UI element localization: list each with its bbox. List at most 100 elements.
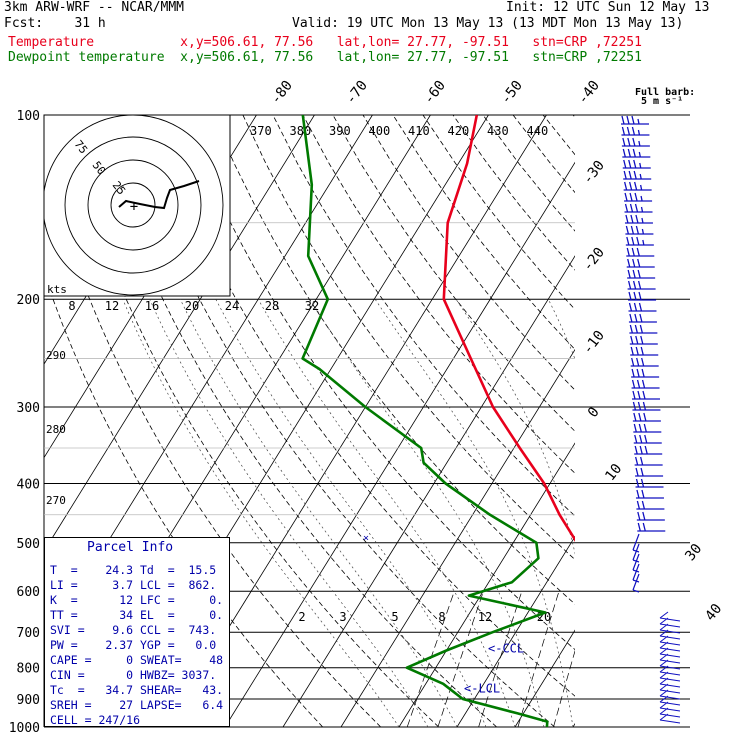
barb-legend-line2: 5 m s⁻¹: [641, 96, 683, 107]
wind-barb: [629, 335, 658, 345]
wind-barb: [631, 368, 660, 378]
moist-adiabat-line: [257, 299, 516, 727]
dry-adiabat-line: [603, 115, 740, 727]
wind-barb: [630, 346, 659, 356]
isotherm-label: 30: [682, 541, 705, 564]
wind-barb: [621, 126, 650, 136]
hodograph-ring: [64, 136, 202, 274]
speed-scale-label: 24: [225, 299, 239, 313]
mixing-ratio-label: 3: [339, 610, 346, 624]
parcel-row-t: T = 24.3 Td = 15.5: [50, 563, 217, 577]
wind-barb: [636, 500, 665, 510]
wind-barb: [623, 181, 652, 191]
wind-barb: [625, 236, 654, 246]
wind-barb: [659, 701, 681, 712]
wind-barb: [634, 445, 663, 455]
speed-scale-label: 16: [145, 299, 159, 313]
hodograph-ring-label: 75: [72, 138, 90, 156]
wind-barb: [659, 707, 681, 718]
hodograph-unit-label: kts: [47, 283, 67, 296]
parcel-row-cape: CAPE = 0 SWEAT= 48: [50, 653, 224, 667]
mixing-ratio-label: 8: [438, 610, 445, 624]
dry-adiabat-line: [44, 272, 323, 727]
moist-adiabat-line: [215, 299, 487, 727]
parcel-row-cin: CIN = 0 HWBZ= 3037.: [50, 668, 217, 682]
wind-barb: [659, 623, 681, 634]
pressure-tick-label: 900: [17, 693, 40, 708]
wind-barb: [632, 401, 661, 411]
dry-adiabat-line: [182, 115, 575, 651]
speed-scale-label: 12: [105, 299, 119, 313]
isotherm-line: [224, 161, 575, 727]
isotherm-line: [340, 348, 575, 727]
wind-barb: [628, 313, 657, 323]
isotherm-line: [689, 115, 740, 727]
isotherm-line: [44, 115, 315, 552]
wind-barb: [633, 423, 662, 433]
ccl-marker-label: <-CCL: [488, 642, 524, 656]
parcel-row-li: LI = 3.7 LCL = 862.: [50, 578, 217, 592]
forecast-hour: Fcst: 31 h: [4, 16, 106, 31]
isotherm-line: [166, 115, 547, 727]
theta-label: 290: [46, 349, 66, 362]
wind-barb: [637, 522, 666, 532]
wind-barb: [659, 665, 681, 676]
isotherm-line: [282, 255, 575, 727]
wind-barb: [624, 214, 653, 224]
wind-barb: [634, 456, 663, 466]
wind-barb: [623, 170, 652, 180]
speed-scale-label: 8: [68, 299, 75, 313]
wind-barb: [621, 115, 649, 125]
wind-barb: [628, 302, 657, 312]
wind-barb: [621, 137, 650, 147]
moist-adiabat-line: [149, 299, 429, 727]
mixing-ratio-label: 2: [298, 610, 305, 624]
wind-barb: [630, 357, 659, 367]
parcel-row-k: K = 12 LFC = 0.: [50, 593, 224, 607]
isotherm-label: -40: [575, 78, 603, 108]
wind-barb: [631, 379, 660, 389]
pressure-tick-label: 800: [17, 662, 40, 677]
moist-adiabat-line: [122, 299, 400, 727]
theta-label: 280: [46, 423, 66, 436]
wind-barb: [659, 689, 681, 700]
theta-e-label: 390: [329, 124, 351, 138]
temperature-profile-line: [442, 115, 575, 543]
isotherm-label: -10: [580, 328, 608, 358]
mixing-ratio-label: 5: [391, 610, 398, 624]
hodograph-ring: [110, 182, 156, 228]
mixing-ratio-line: [406, 591, 455, 727]
dewpoint-profile-line: [301, 115, 549, 727]
parcel-row-pw: PW = 2.37 YGP = 0.0: [50, 638, 217, 652]
dry-adiabat-line: [663, 115, 740, 727]
pressure-tick-label: 1000: [9, 721, 40, 736]
isotherm-line: [398, 442, 575, 727]
pressure-tick-label: 700: [17, 626, 40, 641]
mixing-ratio-line: [600, 591, 636, 727]
wind-barb: [659, 683, 681, 694]
wind-barb: [635, 478, 664, 488]
wind-barb: [632, 390, 660, 400]
valid-time: Valid: 19 UTC Mon 13 May 13 (13 MDT Mon …: [292, 16, 684, 31]
hodograph-ring-label: 50: [90, 159, 108, 177]
wind-barb: [659, 653, 681, 664]
theta-e-label: 370: [250, 124, 272, 138]
speed-scale-label: 20: [185, 299, 199, 313]
theta-e-label: 400: [369, 124, 391, 138]
theta-e-label: 410: [408, 124, 430, 138]
wind-barb: [659, 641, 681, 652]
wind-barb: [659, 695, 681, 706]
isotherm-label: 10: [602, 461, 625, 484]
moist-adiabat-line: [455, 299, 575, 555]
hodograph-ring-label: 25: [110, 179, 128, 197]
wind-barb: [622, 148, 651, 158]
pressure-tick-label: 200: [17, 293, 40, 308]
wind-barb: [624, 192, 653, 202]
mixing-ratio-line: [437, 591, 484, 727]
moist-adiabat-line: [179, 299, 458, 727]
wind-barb: [659, 713, 681, 724]
theta-e-label: 430: [487, 124, 509, 138]
wind-barb: [622, 159, 651, 169]
wind-barb: [626, 258, 655, 268]
isotherm-line: [456, 535, 575, 727]
